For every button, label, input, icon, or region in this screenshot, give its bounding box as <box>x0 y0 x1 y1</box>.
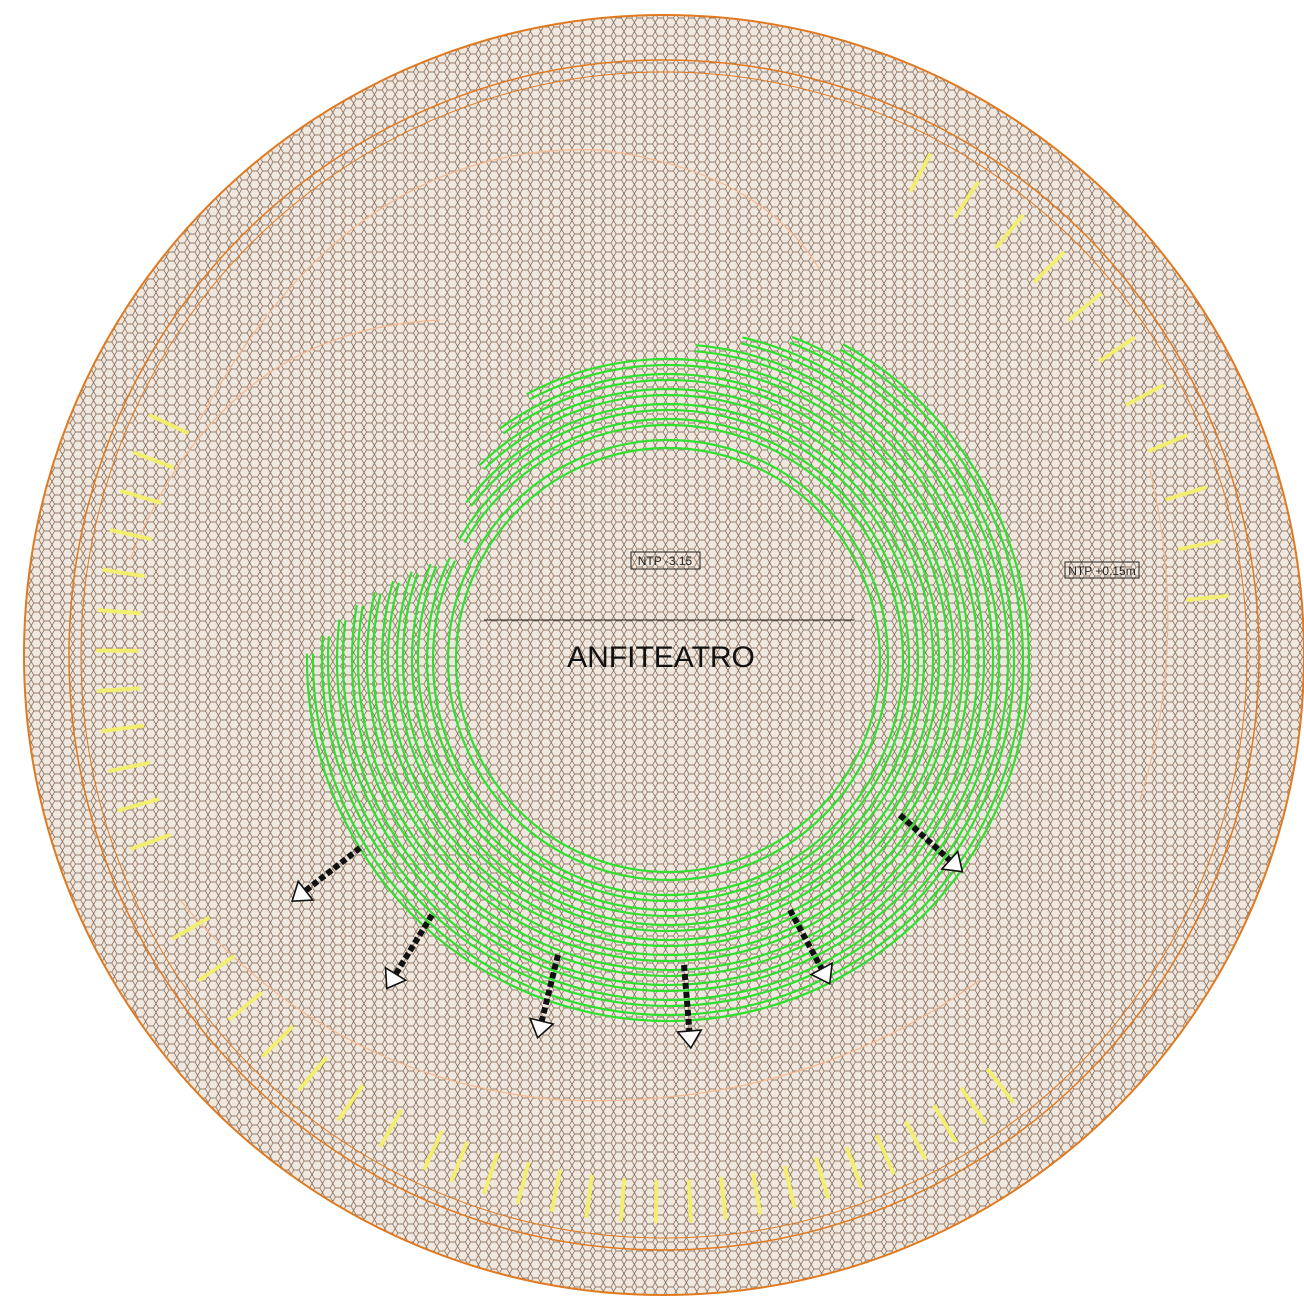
ring-arc <box>425 417 911 903</box>
step <box>482 1152 500 1195</box>
step <box>449 1141 470 1183</box>
amphitheatre-rings <box>305 335 1031 1023</box>
step <box>994 213 1025 250</box>
ring-arc <box>410 402 926 918</box>
ring-arc <box>401 393 935 927</box>
area-title: ANFITEATRO <box>567 641 755 674</box>
step <box>1185 593 1230 603</box>
ring-arc <box>431 423 905 897</box>
step <box>1177 538 1221 552</box>
step <box>336 1083 365 1122</box>
step <box>719 1176 728 1220</box>
step <box>119 488 163 506</box>
step <box>584 1174 594 1218</box>
step <box>1147 433 1189 454</box>
step <box>378 1108 404 1148</box>
step <box>102 567 146 579</box>
arrow-shaft <box>537 954 561 1029</box>
arrow-head <box>384 966 408 990</box>
step <box>618 1178 627 1222</box>
step <box>97 607 141 616</box>
ring <box>454 446 882 874</box>
step <box>549 1169 563 1213</box>
step <box>952 180 980 219</box>
ring-arc <box>341 342 995 987</box>
step <box>197 954 236 983</box>
arrow-shaft <box>389 913 435 982</box>
ring-arc <box>365 357 971 963</box>
step <box>515 1161 531 1205</box>
faint-path <box>199 149 821 421</box>
ring-arc <box>395 387 941 933</box>
arrow-head <box>528 1017 555 1040</box>
step <box>422 1129 444 1171</box>
step <box>97 686 141 694</box>
step <box>844 1146 864 1189</box>
step <box>874 1134 896 1176</box>
faint-path <box>1139 469 1169 801</box>
ring-arc <box>305 343 1031 1023</box>
ring-arc <box>356 350 980 972</box>
arrow-shaft <box>298 845 362 898</box>
ring-arc <box>380 372 956 948</box>
step <box>109 527 153 542</box>
step <box>985 1067 1016 1104</box>
ring-arc <box>416 408 920 912</box>
ring-arc <box>350 344 986 978</box>
step <box>297 1055 329 1092</box>
arrow-head <box>940 849 964 873</box>
ring-arc <box>311 348 1025 1017</box>
exit-arrows <box>291 812 964 1050</box>
ring-arc <box>320 335 1016 1008</box>
step <box>653 1179 659 1223</box>
step <box>932 1104 958 1144</box>
step <box>227 990 264 1022</box>
level-label: NTP -3.15 <box>638 554 693 568</box>
ring-arc <box>386 378 950 942</box>
step <box>1164 485 1208 502</box>
ring-arc <box>326 341 1010 1002</box>
step <box>751 1172 763 1216</box>
step <box>132 450 175 470</box>
step <box>1067 291 1103 322</box>
level-box <box>630 551 701 570</box>
outer-ring <box>68 59 1260 1251</box>
outer-ring-inner <box>80 71 1248 1239</box>
level-box <box>1064 561 1140 579</box>
step <box>260 1024 295 1059</box>
step <box>686 1179 693 1223</box>
step <box>903 1120 928 1161</box>
step <box>117 796 160 813</box>
arrow-shaft <box>897 812 958 868</box>
ring <box>446 438 890 882</box>
step <box>782 1165 797 1209</box>
ring-arc <box>335 336 1001 993</box>
site-disc <box>23 14 1304 1296</box>
step <box>1098 335 1137 364</box>
faint-path <box>179 899 981 1102</box>
step <box>814 1156 831 1200</box>
step <box>129 832 172 852</box>
ring-arc <box>371 363 965 957</box>
step <box>1032 250 1066 284</box>
step <box>107 760 151 774</box>
step <box>171 915 211 941</box>
arrow-shaft <box>681 964 693 1039</box>
step <box>100 723 145 734</box>
step <box>148 413 190 435</box>
arrow-shaft <box>787 908 828 977</box>
arrow-head <box>291 879 315 903</box>
arrow-head <box>676 1029 703 1050</box>
arrow-head <box>809 961 834 986</box>
level-label: NTP +0.15m <box>1068 564 1135 578</box>
step <box>908 152 933 193</box>
step <box>959 1086 988 1125</box>
yellow-steps <box>96 152 1230 1223</box>
step <box>1124 383 1165 408</box>
